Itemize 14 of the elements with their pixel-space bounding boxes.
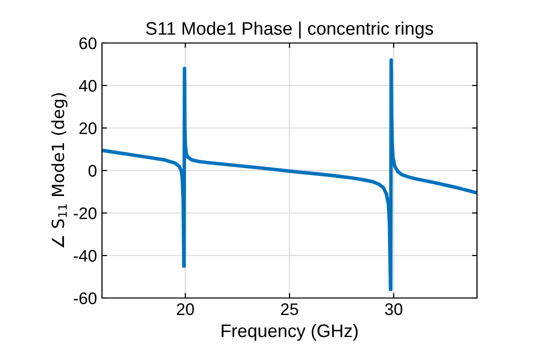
x-tick-label: 25 bbox=[281, 303, 298, 316]
y-tick-label: 40 bbox=[78, 80, 96, 92]
chart-title: S11 Mode1 Phase | concentric rings bbox=[146, 22, 434, 38]
x-tick-label: 30 bbox=[385, 303, 402, 316]
y-tick-label: 60 bbox=[79, 37, 96, 50]
y-tick-label: -60 bbox=[74, 292, 96, 304]
y-tick-label: 20 bbox=[79, 122, 96, 134]
line-series bbox=[102, 58, 477, 292]
y-tick-label: -20 bbox=[74, 207, 96, 220]
x-axis-title: Frequency (GHz) bbox=[222, 324, 358, 341]
y-tick-label: -40 bbox=[74, 250, 96, 262]
y-tick-label: 0 bbox=[88, 164, 96, 177]
x-tick-label: 20 bbox=[176, 303, 194, 316]
y-axis-title: ∠ S$_{11}$ Mode1 (deg) bbox=[51, 93, 68, 248]
